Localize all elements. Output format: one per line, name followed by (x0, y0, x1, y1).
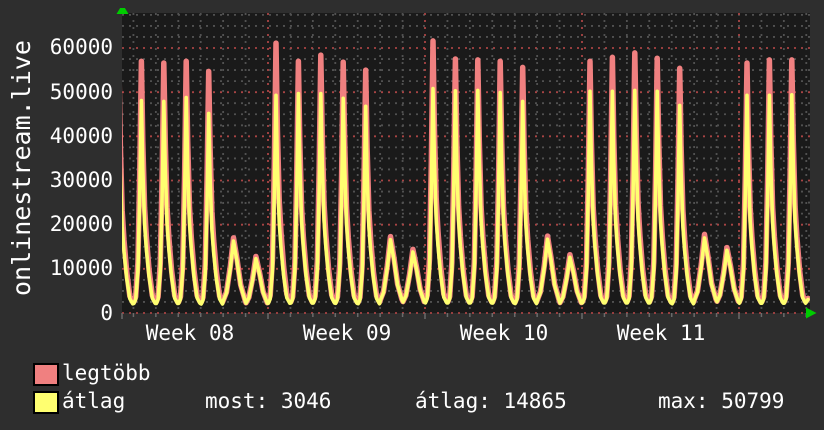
y-axis-label: 40000 (49, 124, 113, 148)
stat-max: max: 50799 (658, 389, 785, 413)
stat-most: most: 3046 (205, 389, 332, 413)
x-axis-label-week-10: Week 10 (459, 321, 549, 345)
x-axis-label-week-09: Week 09 (302, 321, 392, 345)
legend-swatch-atlag (33, 391, 59, 414)
legend-label-atlag: átlag (62, 389, 126, 413)
series-atlag-line (122, 86, 810, 306)
plot-area (116, 8, 817, 319)
axis-ticks (121, 313, 808, 319)
grid-minor (122, 13, 810, 313)
legend-swatch-legtobb (33, 363, 59, 386)
x-axis-label-week-11: Week 11 (616, 321, 706, 345)
y-axis-label: 60000 (49, 35, 113, 59)
legend-label-legtobb: legtöbb (62, 361, 151, 385)
x-axis-arrow-icon (806, 307, 817, 319)
grid-major (122, 13, 810, 314)
y-axis-label: 0 (100, 301, 113, 325)
y-axis-label: 50000 (49, 80, 113, 104)
y-axis-label: 10000 (49, 256, 113, 280)
stat-atlag: átlag: 14865 (415, 389, 567, 413)
y-axis-label: 30000 (49, 168, 113, 192)
y-axis-label: 20000 (49, 212, 113, 236)
x-axis-label-week-08: Week 08 (145, 321, 235, 345)
y-axis-arrow-icon (116, 8, 129, 14)
